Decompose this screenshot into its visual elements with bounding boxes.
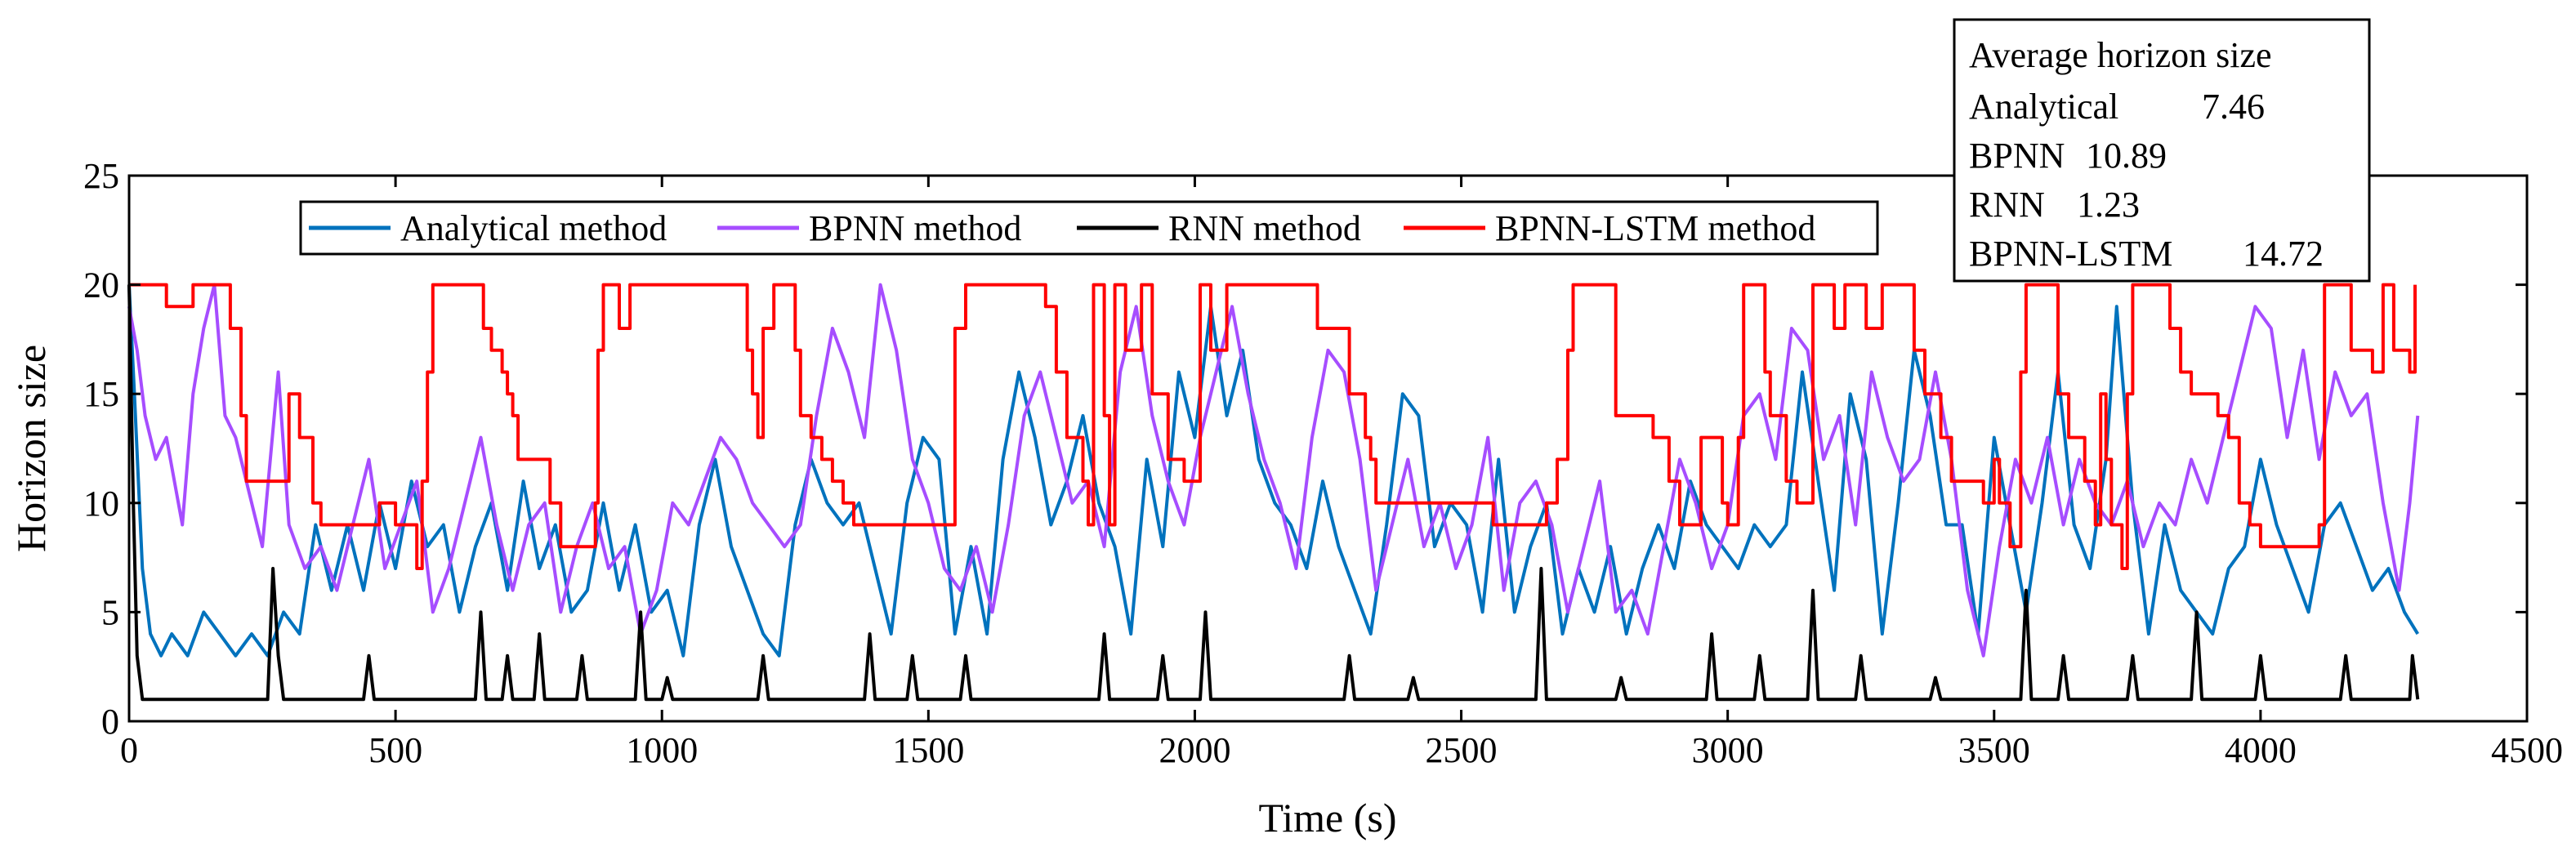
x-tick-label: 1500 xyxy=(892,730,964,770)
legend-label: Analytical method xyxy=(400,208,667,248)
y-tick-label: 25 xyxy=(83,156,119,196)
series-line-analytical-method xyxy=(127,284,2420,658)
x-tick-label: 1000 xyxy=(626,730,698,770)
x-tick-label: 500 xyxy=(368,730,422,770)
average-row-label-bpnn-lstm: BPNN-LSTM xyxy=(1969,234,2172,274)
legend-label: BPNN-LSTM method xyxy=(1495,208,1815,248)
x-tick-label: 4000 xyxy=(2225,730,2297,770)
series-line-rnn-method xyxy=(127,284,2420,702)
plot-frame xyxy=(127,174,2529,723)
average-box-title: Average horizon size xyxy=(1969,35,2272,75)
y-tick-label: 15 xyxy=(83,374,119,414)
average-box-frame xyxy=(1953,18,2371,283)
average-horizon-box: Average horizon size Analytical 7.46 BPN… xyxy=(1953,18,2371,283)
y-tick-label: 0 xyxy=(101,702,119,742)
y-tick-label: 20 xyxy=(83,265,119,305)
y-axis-label: Horizon size xyxy=(8,345,54,552)
average-row-value-bpnn: 10.89 xyxy=(2086,136,2167,176)
x-tick-label: 4500 xyxy=(2491,730,2563,770)
series-line-bpnn-method xyxy=(127,283,2420,658)
x-tick-label: 0 xyxy=(120,730,138,770)
x-axis-label: Time (s) xyxy=(1258,795,1396,840)
legend-label: RNN method xyxy=(1168,208,1361,248)
x-tick-label: 3000 xyxy=(1692,730,1764,770)
y-tick-label: 5 xyxy=(101,592,119,632)
legend-label: BPNN method xyxy=(809,208,1021,248)
average-row-label-analytical: Analytical xyxy=(1969,87,2118,127)
series-line-bpnn-lstm-method xyxy=(129,283,2417,570)
x-tick-label: 3500 xyxy=(1958,730,2030,770)
series-layer xyxy=(127,283,2420,702)
average-row-label-bpnn: BPNN xyxy=(1969,136,2065,176)
legend: Analytical method BPNN method RNN method BP… xyxy=(299,200,1879,256)
axis-ticks: 0 500 1000 1500 2000 2500 3000 3500 4000 4500 0 5 10… xyxy=(83,156,2563,770)
average-row-value-analytical: 7.46 xyxy=(2202,87,2265,127)
average-row-value-rnn: 1.23 xyxy=(2077,185,2140,225)
average-row-value-bpnn-lstm: 14.72 xyxy=(2243,234,2324,274)
average-row-label-rnn: RNN xyxy=(1969,185,2045,225)
x-tick-label: 2500 xyxy=(1426,730,1498,770)
y-tick-label: 10 xyxy=(83,484,119,524)
x-tick-label: 2000 xyxy=(1159,730,1230,770)
